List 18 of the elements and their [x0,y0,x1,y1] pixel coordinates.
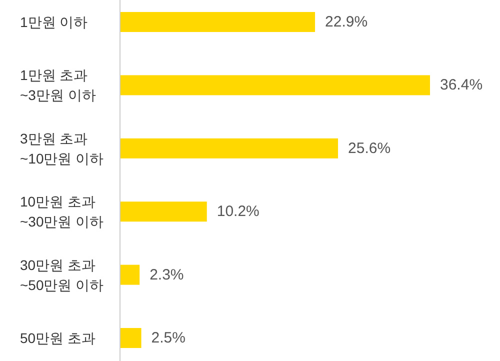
y-tick-label: 1만원 초과 ~3만원 이하 [20,67,96,104]
y-tick-label: 1만원 이하 [20,14,88,30]
y-tick-label: 3만원 초과 ~10만원 이하 [20,130,104,166]
bar [120,75,430,96]
data-label: 22.9% [325,14,368,30]
bar [120,202,207,222]
data-label: 2.3% [150,266,184,284]
bar [120,138,338,158]
bar [120,328,142,348]
data-label: 10.2% [216,203,260,220]
y-tick-label: 10만원 초과 ~30만원 이하 [20,194,104,230]
y-tick-label: 30만원 초과 ~50만원 이하 [20,256,104,293]
bar [120,12,316,32]
data-label: 2.5% [151,330,186,346]
bar [120,264,140,285]
data-label: 36.4% [440,76,483,94]
y-tick-label: 50만원 초과 [20,330,96,346]
data-label: 25.6% [348,140,391,157]
